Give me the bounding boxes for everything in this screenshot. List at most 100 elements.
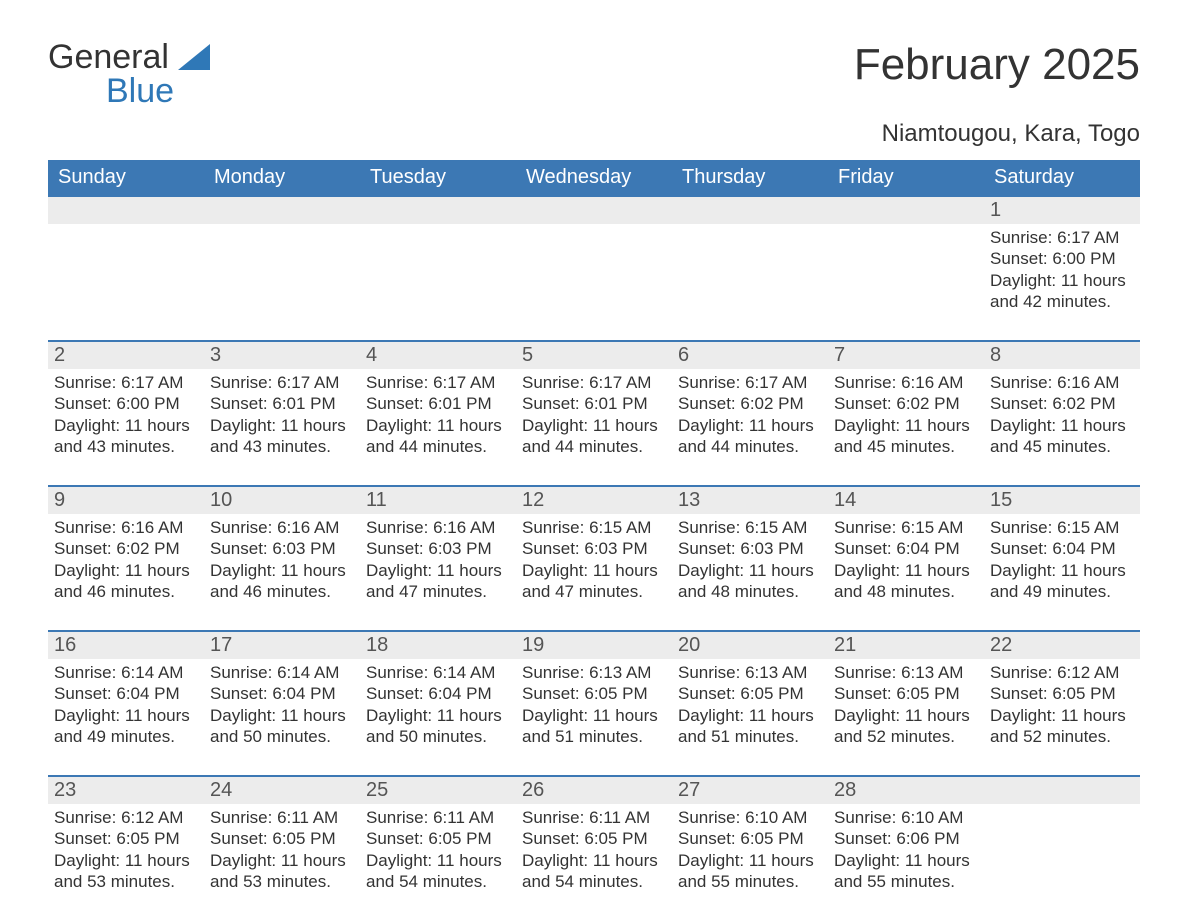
sunrise-text: Sunrise: 6:16 AM <box>990 372 1134 393</box>
sunrise-text: Sunrise: 6:17 AM <box>678 372 822 393</box>
daylight-text: Daylight: 11 hours and 50 minutes. <box>366 705 510 748</box>
sunset-text: Sunset: 6:05 PM <box>990 683 1134 704</box>
day-cell: 19Sunrise: 6:13 AMSunset: 6:05 PMDayligh… <box>516 632 672 751</box>
sunrise-text: Sunrise: 6:17 AM <box>522 372 666 393</box>
dow-thursday: Thursday <box>672 160 828 197</box>
day-body <box>984 804 1140 894</box>
day-number: 20 <box>672 632 828 659</box>
day-body: Sunrise: 6:14 AMSunset: 6:04 PMDaylight:… <box>204 659 360 751</box>
sunset-text: Sunset: 6:03 PM <box>366 538 510 559</box>
day-number: 25 <box>360 777 516 804</box>
sunrise-text: Sunrise: 6:11 AM <box>522 807 666 828</box>
day-body: Sunrise: 6:16 AMSunset: 6:03 PMDaylight:… <box>204 514 360 606</box>
sunset-text: Sunset: 6:02 PM <box>54 538 198 559</box>
sunset-text: Sunset: 6:05 PM <box>522 828 666 849</box>
day-body: Sunrise: 6:17 AMSunset: 6:00 PMDaylight:… <box>984 224 1140 316</box>
dow-tuesday: Tuesday <box>360 160 516 197</box>
sunrise-text: Sunrise: 6:12 AM <box>990 662 1134 683</box>
daylight-text: Daylight: 11 hours and 45 minutes. <box>990 415 1134 458</box>
sunset-text: Sunset: 6:04 PM <box>54 683 198 704</box>
days-of-week-header: Sunday Monday Tuesday Wednesday Thursday… <box>48 160 1140 197</box>
sunrise-text: Sunrise: 6:16 AM <box>210 517 354 538</box>
day-cell: 10Sunrise: 6:16 AMSunset: 6:03 PMDayligh… <box>204 487 360 606</box>
daylight-text: Daylight: 11 hours and 53 minutes. <box>210 850 354 893</box>
day-body: Sunrise: 6:15 AMSunset: 6:04 PMDaylight:… <box>984 514 1140 606</box>
daylight-text: Daylight: 11 hours and 46 minutes. <box>54 560 198 603</box>
sunrise-text: Sunrise: 6:16 AM <box>366 517 510 538</box>
day-body: Sunrise: 6:15 AMSunset: 6:03 PMDaylight:… <box>516 514 672 606</box>
daylight-text: Daylight: 11 hours and 55 minutes. <box>834 850 978 893</box>
sunset-text: Sunset: 6:04 PM <box>210 683 354 704</box>
day-number: 17 <box>204 632 360 659</box>
day-cell: 25Sunrise: 6:11 AMSunset: 6:05 PMDayligh… <box>360 777 516 896</box>
sunrise-text: Sunrise: 6:10 AM <box>678 807 822 828</box>
day-cell: 3Sunrise: 6:17 AMSunset: 6:01 PMDaylight… <box>204 342 360 461</box>
sunrise-text: Sunrise: 6:16 AM <box>54 517 198 538</box>
dow-wednesday: Wednesday <box>516 160 672 197</box>
day-body: Sunrise: 6:15 AMSunset: 6:03 PMDaylight:… <box>672 514 828 606</box>
day-cell: 22Sunrise: 6:12 AMSunset: 6:05 PMDayligh… <box>984 632 1140 751</box>
day-body: Sunrise: 6:14 AMSunset: 6:04 PMDaylight:… <box>360 659 516 751</box>
day-body <box>516 224 672 314</box>
day-cell: 26Sunrise: 6:11 AMSunset: 6:05 PMDayligh… <box>516 777 672 896</box>
day-body: Sunrise: 6:16 AMSunset: 6:03 PMDaylight:… <box>360 514 516 606</box>
day-cell: 24Sunrise: 6:11 AMSunset: 6:05 PMDayligh… <box>204 777 360 896</box>
day-number: 1 <box>984 197 1140 224</box>
week-row: 16Sunrise: 6:14 AMSunset: 6:04 PMDayligh… <box>48 630 1140 751</box>
daylight-text: Daylight: 11 hours and 44 minutes. <box>366 415 510 458</box>
day-cell: 17Sunrise: 6:14 AMSunset: 6:04 PMDayligh… <box>204 632 360 751</box>
sunrise-text: Sunrise: 6:13 AM <box>834 662 978 683</box>
page-title: February 2025 <box>854 40 1140 90</box>
daylight-text: Daylight: 11 hours and 47 minutes. <box>366 560 510 603</box>
day-body: Sunrise: 6:17 AMSunset: 6:01 PMDaylight:… <box>204 369 360 461</box>
sunset-text: Sunset: 6:06 PM <box>834 828 978 849</box>
day-body: Sunrise: 6:17 AMSunset: 6:02 PMDaylight:… <box>672 369 828 461</box>
day-body <box>204 224 360 314</box>
day-number: 26 <box>516 777 672 804</box>
daylight-text: Daylight: 11 hours and 43 minutes. <box>54 415 198 458</box>
location-subtitle: Niamtougou, Kara, Togo <box>48 120 1140 148</box>
dow-saturday: Saturday <box>984 160 1140 197</box>
daylight-text: Daylight: 11 hours and 48 minutes. <box>678 560 822 603</box>
day-number: 10 <box>204 487 360 514</box>
sunrise-text: Sunrise: 6:13 AM <box>678 662 822 683</box>
day-body: Sunrise: 6:17 AMSunset: 6:01 PMDaylight:… <box>360 369 516 461</box>
day-number: 22 <box>984 632 1140 659</box>
sunset-text: Sunset: 6:05 PM <box>366 828 510 849</box>
day-number: 7 <box>828 342 984 369</box>
sunrise-text: Sunrise: 6:15 AM <box>834 517 978 538</box>
day-cell <box>828 197 984 316</box>
day-number: 12 <box>516 487 672 514</box>
sunrise-text: Sunrise: 6:16 AM <box>834 372 978 393</box>
day-body <box>672 224 828 314</box>
header-row: General Blue February 2025 <box>48 40 1140 108</box>
day-cell: 6Sunrise: 6:17 AMSunset: 6:02 PMDaylight… <box>672 342 828 461</box>
sunset-text: Sunset: 6:03 PM <box>522 538 666 559</box>
day-cell <box>516 197 672 316</box>
day-body: Sunrise: 6:11 AMSunset: 6:05 PMDaylight:… <box>516 804 672 896</box>
day-body: Sunrise: 6:10 AMSunset: 6:06 PMDaylight:… <box>828 804 984 896</box>
daylight-text: Daylight: 11 hours and 52 minutes. <box>990 705 1134 748</box>
sunset-text: Sunset: 6:05 PM <box>834 683 978 704</box>
daylight-text: Daylight: 11 hours and 44 minutes. <box>522 415 666 458</box>
day-cell <box>204 197 360 316</box>
week-row: 1Sunrise: 6:17 AMSunset: 6:00 PMDaylight… <box>48 197 1140 316</box>
day-cell: 1Sunrise: 6:17 AMSunset: 6:00 PMDaylight… <box>984 197 1140 316</box>
day-number: 19 <box>516 632 672 659</box>
week-row: 2Sunrise: 6:17 AMSunset: 6:00 PMDaylight… <box>48 340 1140 461</box>
sunrise-text: Sunrise: 6:17 AM <box>366 372 510 393</box>
day-body: Sunrise: 6:11 AMSunset: 6:05 PMDaylight:… <box>204 804 360 896</box>
day-number: 23 <box>48 777 204 804</box>
day-cell <box>672 197 828 316</box>
day-number: 15 <box>984 487 1140 514</box>
calendar: Sunday Monday Tuesday Wednesday Thursday… <box>48 160 1140 896</box>
day-body: Sunrise: 6:12 AMSunset: 6:05 PMDaylight:… <box>984 659 1140 751</box>
daylight-text: Daylight: 11 hours and 51 minutes. <box>522 705 666 748</box>
sunrise-text: Sunrise: 6:15 AM <box>522 517 666 538</box>
day-body <box>828 224 984 314</box>
sunrise-text: Sunrise: 6:11 AM <box>366 807 510 828</box>
daylight-text: Daylight: 11 hours and 51 minutes. <box>678 705 822 748</box>
logo-text: General Blue <box>48 40 174 108</box>
logo-word1: General <box>48 38 169 76</box>
sunset-text: Sunset: 6:05 PM <box>522 683 666 704</box>
